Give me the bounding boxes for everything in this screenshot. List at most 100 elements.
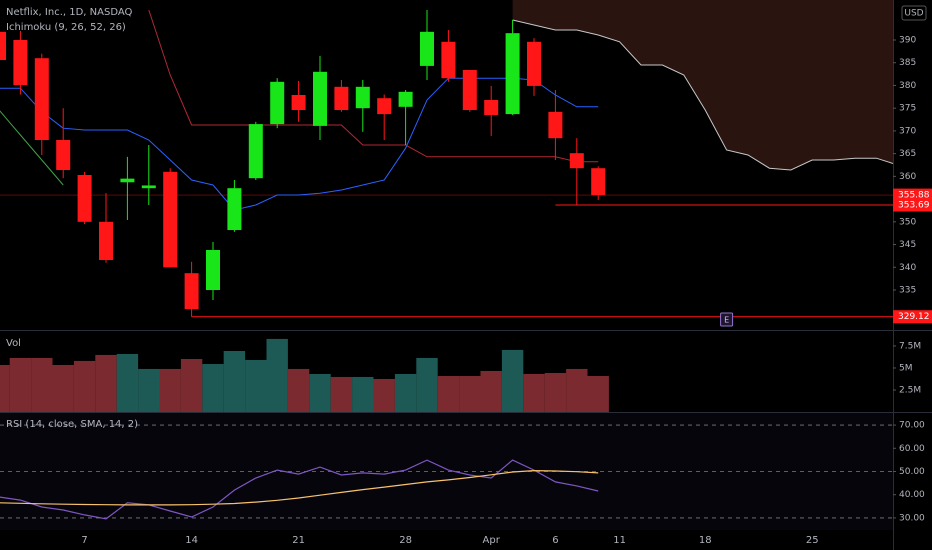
y-tick-label: 345 — [899, 240, 916, 250]
price-badge — [893, 198, 932, 212]
x-tick-label: 6 — [552, 535, 558, 546]
y-tick-label: 60.00 — [899, 444, 925, 454]
price-badge-label: 353.69 — [898, 201, 930, 211]
y-tick-label: 390 — [899, 36, 916, 46]
y-tick-label: 365 — [899, 149, 916, 159]
candle-body — [291, 95, 306, 110]
x-tick-label: 7 — [81, 535, 87, 546]
y-tick-label: 7.5M — [899, 341, 921, 351]
event-label: E — [724, 316, 729, 325]
rsi-pane-bg — [0, 413, 893, 530]
x-tick-label: 21 — [292, 535, 305, 546]
x-tick-label: Apr — [483, 535, 501, 546]
y-tick-label: 350 — [899, 217, 916, 227]
candle-body — [398, 91, 413, 107]
volume-bar — [9, 357, 32, 412]
y-tick-label: 340 — [899, 263, 916, 273]
x-tick-label: 18 — [699, 535, 712, 546]
currency-badge — [901, 5, 927, 21]
x-tick-label: 11 — [613, 535, 626, 546]
candle-body — [270, 81, 285, 125]
y-tick-label: 40.00 — [899, 490, 925, 500]
volume-bar — [52, 364, 74, 412]
volume-bar — [309, 373, 331, 412]
volume-bar — [373, 378, 395, 412]
candle-body — [505, 33, 520, 115]
candle-body — [77, 175, 92, 222]
volume-bar — [266, 338, 288, 412]
indicator-line — [0, 459, 599, 520]
volume-bar — [330, 376, 353, 412]
price-badge-label: 355.88 — [898, 191, 930, 201]
candle-body — [334, 86, 349, 110]
y-tick-label: 335 — [899, 286, 916, 296]
volume-bar — [566, 368, 588, 412]
candle-body — [484, 100, 499, 115]
y-tick-label: 380 — [899, 81, 916, 91]
event-marker — [720, 312, 734, 327]
candle-body — [441, 41, 456, 79]
indicator-line — [148, 9, 599, 163]
volume-bar — [73, 360, 96, 412]
volume-title: Vol — [6, 338, 21, 349]
volume-bar — [587, 375, 609, 412]
candle-body — [184, 273, 199, 310]
y-tick-label: 5M — [899, 363, 913, 373]
volume-bar — [501, 349, 524, 412]
currency: USD — [904, 9, 923, 19]
y-tick-label: 360 — [899, 172, 916, 182]
price-badge — [893, 188, 932, 202]
y-tick-label: 375 — [899, 104, 916, 114]
indicator-line — [0, 469, 599, 506]
candle-body — [163, 171, 178, 268]
indicator-line — [512, 19, 893, 171]
cloud — [512, 0, 893, 170]
price-badge-label: 329.12 — [898, 312, 930, 322]
candle-body — [377, 98, 392, 115]
volume-bar — [287, 368, 310, 412]
candle-body — [0, 31, 6, 60]
volume-bar — [95, 354, 117, 412]
indicator-line — [0, 110, 64, 186]
candle-body — [313, 71, 327, 126]
rsi-title: RSI (14, close, SMA, 14, 2) — [6, 419, 138, 430]
y-tick-label: 50.00 — [899, 467, 925, 477]
volume-bar — [0, 364, 10, 412]
y-tick-label: 370 — [899, 126, 916, 136]
volume-bar — [159, 368, 181, 412]
volume-bar — [416, 357, 438, 412]
volume-bar — [352, 376, 374, 412]
candle-body — [248, 124, 263, 179]
y-tick-label: 385 — [899, 58, 916, 68]
volume-bar — [523, 373, 545, 412]
candle-body — [548, 111, 563, 139]
candle-body — [227, 188, 242, 230]
volume-bar — [180, 358, 203, 412]
x-tick-label: 14 — [185, 535, 198, 546]
volume-bar — [202, 364, 224, 412]
volume-bar — [480, 370, 502, 412]
volume-bar — [31, 357, 53, 412]
volume-bar — [459, 375, 481, 412]
candle-body — [141, 185, 156, 189]
candle-body — [355, 86, 370, 109]
volume-bar — [138, 368, 160, 412]
candle-body — [56, 140, 71, 170]
indicator-title: Ichimoku (9, 26, 52, 26) — [6, 22, 126, 33]
candle-body — [527, 41, 541, 86]
lower-panes — [0, 338, 893, 520]
volume-bar — [394, 373, 417, 412]
volume-bar — [437, 375, 460, 412]
volume-bar — [223, 350, 246, 412]
volume-bar — [116, 353, 139, 412]
candle-body — [99, 221, 113, 260]
candle-body — [206, 250, 220, 290]
symbol-title: Netflix, Inc., 1D, NASDAQ — [6, 7, 133, 18]
y-tick-label: 30.00 — [899, 513, 925, 523]
candle-body — [591, 168, 606, 196]
candle-body — [13, 40, 28, 85]
candle-body — [120, 178, 135, 183]
y-tick-label: 2.5M — [899, 385, 921, 395]
indicator-line — [0, 77, 599, 211]
